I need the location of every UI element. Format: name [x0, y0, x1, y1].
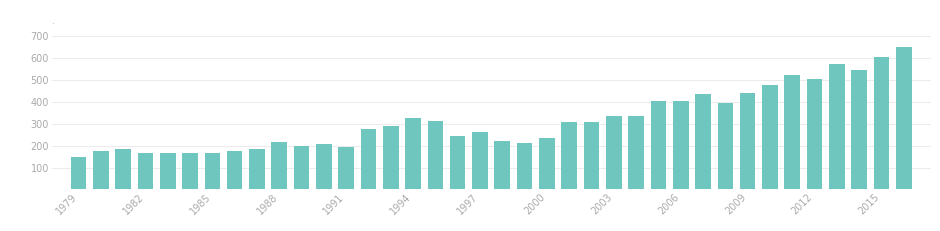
Bar [717, 103, 733, 189]
Bar [182, 153, 197, 189]
Bar [338, 147, 354, 189]
Bar [873, 57, 889, 189]
Bar [540, 138, 555, 189]
Bar [561, 122, 577, 189]
Bar [829, 64, 845, 189]
Bar [696, 94, 711, 189]
Bar [517, 143, 532, 189]
Bar [405, 119, 421, 189]
Bar [293, 146, 309, 189]
Bar [227, 151, 243, 189]
Bar [93, 151, 109, 189]
Bar [272, 143, 287, 189]
Bar [896, 47, 912, 189]
Bar [70, 157, 86, 189]
Bar [628, 116, 644, 189]
Bar [450, 136, 465, 189]
Bar [762, 85, 777, 189]
Bar [606, 116, 621, 189]
Bar [807, 79, 822, 189]
Text: .: . [52, 15, 55, 26]
Bar [852, 70, 867, 189]
Bar [650, 101, 666, 189]
Bar [316, 144, 332, 189]
Bar [205, 153, 220, 189]
Bar [472, 131, 488, 189]
Bar [116, 149, 131, 189]
Bar [361, 129, 376, 189]
Bar [160, 153, 176, 189]
Bar [383, 126, 399, 189]
Bar [673, 101, 689, 189]
Bar [249, 149, 265, 189]
Bar [785, 75, 800, 189]
Bar [740, 93, 756, 189]
Bar [494, 141, 510, 189]
Bar [137, 153, 153, 189]
Bar [584, 122, 600, 189]
Bar [428, 121, 443, 189]
